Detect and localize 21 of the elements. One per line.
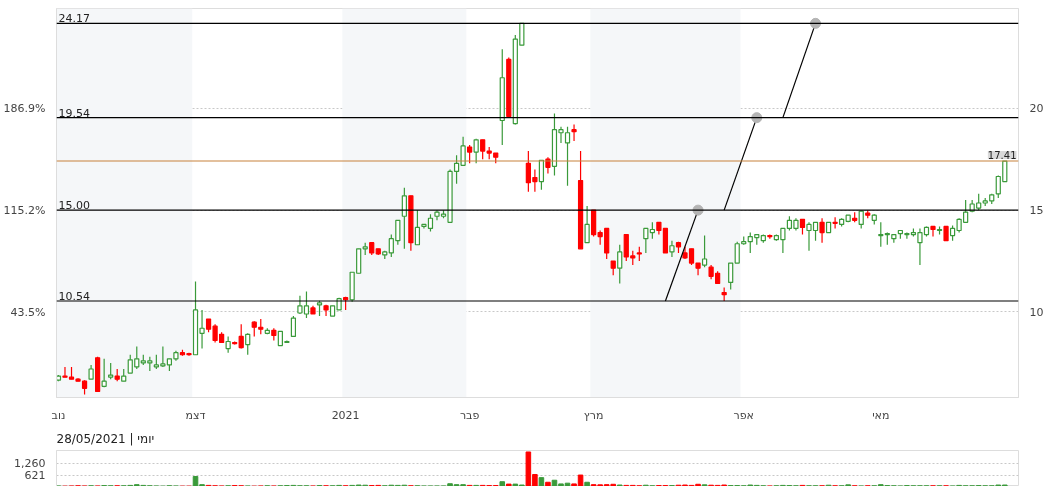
y-tick-label: 20 (1029, 102, 1044, 116)
y-tick-label: 1,260 (14, 457, 46, 471)
ref-line-label: 10.54 (58, 289, 90, 303)
ref-line-label: 17.41 (987, 150, 1017, 162)
chart-title: 28/05/2021 | יומי (56, 431, 155, 446)
x-tick-label: מרץ (583, 408, 604, 422)
x-tick-label: דצמ (185, 408, 206, 422)
ref-line-label: 24.17 (58, 12, 90, 26)
x-tick-label: אפר (733, 408, 754, 422)
x-tick-label: נוב (51, 408, 66, 422)
y-tick-label: 10 (1029, 305, 1044, 319)
x-tick-label: פבר (459, 408, 480, 422)
x-tick-label: מאי (872, 408, 890, 422)
ref-line-label: 19.54 (58, 106, 90, 120)
y-tick-label: 621 (24, 469, 46, 483)
y2-tick-label: 43.5% (10, 305, 46, 319)
y2-tick-label: 186.9% (3, 101, 46, 115)
x-tick-label: 2021 (331, 408, 360, 422)
y2-tick-label: 115.2% (3, 203, 46, 217)
y-tick-label: 15 (1029, 204, 1044, 218)
ref-line-label: 15.00 (58, 199, 90, 213)
